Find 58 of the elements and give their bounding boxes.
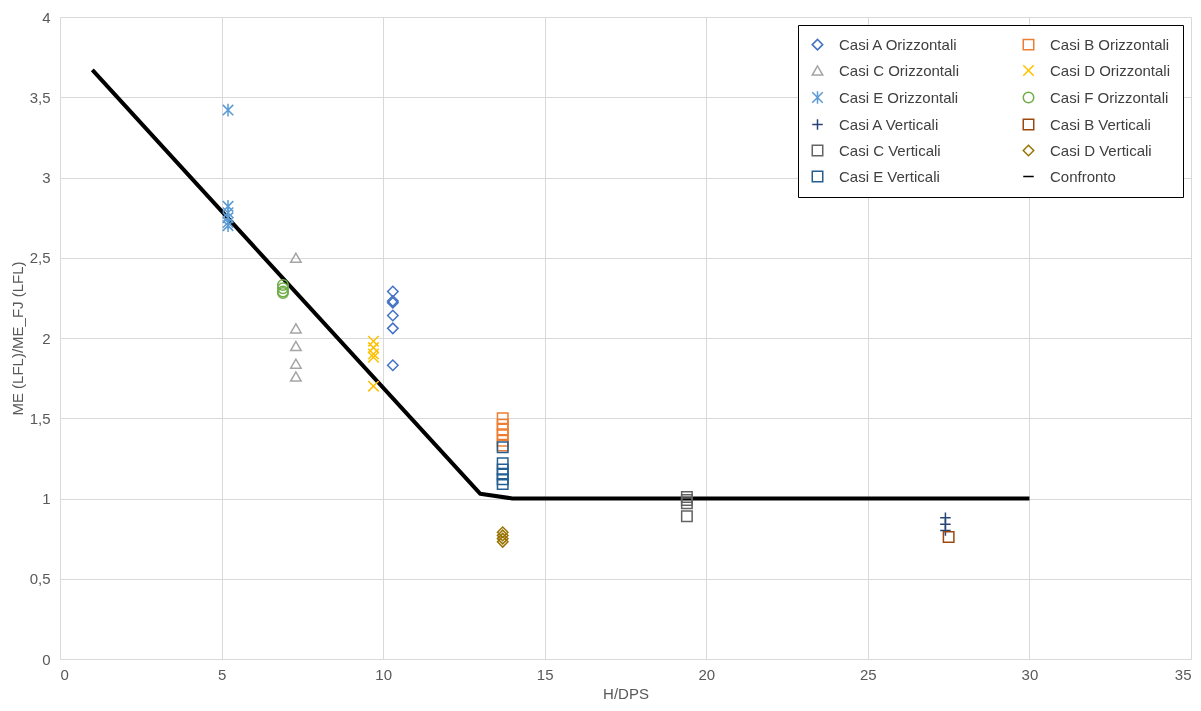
legend-label: Casi C Orizzontali xyxy=(839,61,960,79)
legend-label: Casi A Verticali xyxy=(839,115,939,133)
point xyxy=(496,418,509,431)
x-tick-label: 5 xyxy=(217,665,227,683)
point xyxy=(222,103,235,118)
point xyxy=(496,463,509,476)
point xyxy=(386,322,399,335)
point xyxy=(680,490,693,503)
y-tick-label: 3 xyxy=(42,169,51,186)
point xyxy=(289,252,302,264)
point xyxy=(289,340,302,352)
point xyxy=(496,428,509,441)
legend-label: Casi D Verticali xyxy=(1050,141,1152,159)
y-tick-label: 1 xyxy=(42,490,51,507)
point xyxy=(222,199,235,214)
legend-label: Casi D Orizzontali xyxy=(1050,61,1171,79)
x-tick-label: 0 xyxy=(60,665,69,683)
y-tick-label: 2,5 xyxy=(29,249,51,267)
x-tick-label: 15 xyxy=(536,665,554,683)
legend-label: Casi B Verticali xyxy=(1050,115,1151,133)
x-tick-label: 25 xyxy=(860,665,877,683)
x-axis-title: H/DPS xyxy=(603,684,649,702)
legend-label: Casi F Orizzontali xyxy=(1050,88,1169,106)
point xyxy=(496,434,509,447)
point xyxy=(680,510,693,523)
point xyxy=(496,473,509,486)
point xyxy=(939,524,952,537)
legend-label: Casi C Verticali xyxy=(839,141,941,159)
legend-label: Casi E Orizzontali xyxy=(839,88,959,106)
point xyxy=(942,531,955,544)
x-tick-label: 35 xyxy=(1174,665,1192,683)
point xyxy=(496,423,509,436)
y-axis-title: ME (LFL)/ME_FJ (LFL) xyxy=(8,261,26,416)
point xyxy=(386,285,399,298)
y-tick-label: 4 xyxy=(42,8,51,26)
legend-label: Casi E Verticali xyxy=(839,167,940,185)
point xyxy=(496,478,509,491)
y-tick-label: 2 xyxy=(42,329,51,347)
point xyxy=(367,341,380,354)
x-tick-label: 10 xyxy=(375,665,392,683)
y-tick-label: 1,5 xyxy=(29,409,51,427)
legend-label: Casi A Orizzontali xyxy=(839,35,957,53)
point xyxy=(386,359,399,372)
x-tick-label: 30 xyxy=(1021,665,1039,683)
y-tick-label: 3,5 xyxy=(29,88,51,106)
point xyxy=(289,358,302,369)
point xyxy=(367,335,380,348)
legend-label: Confronto xyxy=(1050,167,1116,185)
point xyxy=(386,309,399,322)
point xyxy=(222,210,235,225)
x-tick-label: 20 xyxy=(698,665,716,683)
point xyxy=(222,205,235,220)
point xyxy=(289,371,302,382)
point xyxy=(289,323,302,334)
y-tick-label: 0 xyxy=(42,650,51,668)
y-tick-label: 0,5 xyxy=(29,570,51,588)
point xyxy=(367,380,380,393)
legend-label: Casi B Orizzontali xyxy=(1050,35,1170,53)
